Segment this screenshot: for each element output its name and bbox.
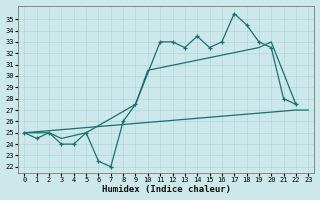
X-axis label: Humidex (Indice chaleur): Humidex (Indice chaleur) [102, 185, 231, 194]
